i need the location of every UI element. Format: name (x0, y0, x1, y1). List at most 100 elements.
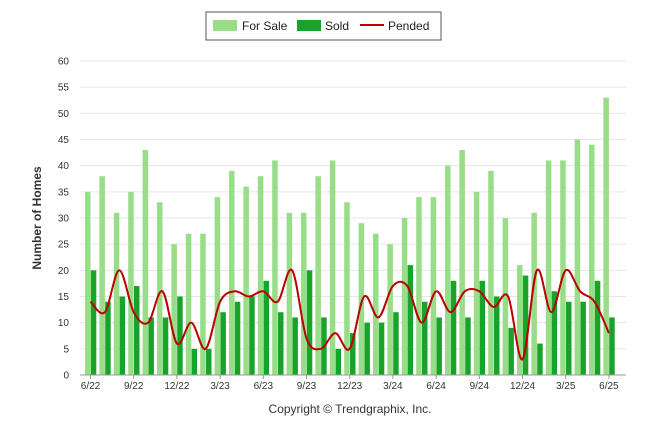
bar-sold (335, 348, 342, 375)
bar-sold (220, 312, 226, 375)
y-axis-label: Number of Homes (30, 166, 44, 270)
bar-for-sale (358, 223, 365, 375)
bar-sold (551, 291, 558, 375)
bar-sold (263, 280, 270, 375)
bar-sold (249, 296, 255, 375)
bar-for-sale (603, 97, 609, 375)
bar-sold (306, 270, 313, 375)
bar-for-sale (517, 265, 523, 375)
bar-for-sale (488, 170, 494, 375)
y-tick-label: 50 (58, 109, 70, 120)
bar-sold (119, 296, 126, 375)
legend-box (205, 11, 442, 41)
bar-sold (234, 301, 241, 375)
bar-for-sale (387, 244, 393, 375)
y-tick-label: 5 (63, 344, 69, 355)
bar-for-sale (301, 212, 307, 375)
bar-for-sale (574, 139, 581, 375)
bar-sold (105, 301, 111, 375)
bar-for-sale (214, 197, 221, 375)
bar-sold (594, 280, 601, 375)
bar-for-sale (157, 202, 163, 375)
x-tick-label: 12/22 (164, 381, 189, 392)
y-tick-label: 25 (58, 240, 70, 251)
bar-for-sale (589, 144, 595, 375)
bar-sold (148, 317, 154, 375)
bar-sold (378, 322, 385, 375)
x-tick-label: 6/23 (254, 381, 274, 392)
x-tick-label: 3/23 (210, 381, 230, 392)
bar-for-sale (229, 170, 235, 375)
bar-for-sale (113, 212, 120, 375)
bar-for-sale (128, 191, 134, 375)
bar-for-sale (416, 197, 422, 375)
bar-for-sale (315, 176, 321, 375)
bar-for-sale (560, 160, 566, 375)
bar-sold (450, 280, 457, 375)
y-tick-label: 30 (58, 214, 70, 225)
x-tick-label: 9/24 (470, 381, 490, 392)
bar-for-sale (243, 186, 249, 375)
bar-for-sale (272, 160, 278, 375)
bar-sold (364, 322, 370, 375)
bar-for-sale (430, 197, 437, 375)
bar-sold (422, 301, 428, 375)
legend: For Sale Sold Pended (205, 11, 442, 41)
bar-for-sale (473, 191, 480, 375)
legend-label-sold: Sold (325, 19, 349, 33)
bar-sold (522, 275, 529, 375)
bar-for-sale (185, 233, 192, 375)
bar-for-sale (502, 218, 509, 375)
bar-for-sale (459, 149, 465, 375)
x-tick-label: 6/22 (81, 381, 101, 392)
bar-sold (292, 317, 298, 375)
x-tick-label: 6/24 (426, 381, 446, 392)
bar-sold (479, 280, 486, 375)
y-tick-label: 15 (58, 292, 70, 303)
x-tick-label: 9/23 (297, 381, 317, 392)
bar-sold (134, 286, 140, 375)
legend-label-for-sale: For Sale (242, 19, 288, 33)
bar-sold (494, 296, 500, 375)
bar-sold (407, 265, 414, 375)
bar-for-sale (171, 244, 177, 375)
bar-sold (609, 317, 615, 375)
bar-sold (537, 343, 543, 375)
copyright: Copyright © Trendgraphix, Inc. (269, 402, 432, 416)
bar-for-sale (329, 160, 336, 375)
bar-sold (177, 296, 183, 375)
x-tick-label: 12/24 (510, 381, 535, 392)
bar-sold (580, 301, 586, 375)
x-tick-label: 6/25 (599, 381, 619, 392)
x-tick-label: 9/22 (124, 381, 144, 392)
bar-sold (393, 312, 399, 375)
y-tick-label: 0 (63, 371, 69, 382)
bar-sold (436, 317, 442, 375)
bar-for-sale (200, 233, 206, 375)
bar-sold (90, 270, 97, 375)
bar-for-sale (99, 176, 105, 375)
bar-for-sale (142, 149, 149, 375)
bar-for-sale (344, 202, 350, 375)
bar-for-sale (257, 176, 264, 375)
bar-sold (465, 317, 471, 375)
y-tick-label: 10 (58, 318, 70, 329)
bar-sold (350, 333, 356, 375)
y-tick-label: 60 (58, 57, 70, 68)
bar-sold (278, 312, 284, 375)
bar-sold (162, 317, 169, 375)
legend-swatch-sold (297, 20, 321, 31)
bar-for-sale (401, 218, 408, 375)
bar-for-sale (531, 212, 537, 375)
x-axis-ticks: 6/22 9/22 12/22 3/23 6/23 9/23 12/23 3/24 6/24 9/… (81, 375, 619, 392)
pended-line (89, 268, 610, 361)
bar-for-sale (445, 165, 451, 375)
x-tick-label: 12/23 (337, 381, 362, 392)
x-tick-label: 3/24 (383, 381, 403, 392)
bar-for-sale (85, 191, 91, 375)
bar-sold (191, 348, 198, 375)
bar-for-sale (545, 160, 552, 375)
y-tick-label: 35 (58, 187, 70, 198)
bar-sold (206, 348, 212, 375)
